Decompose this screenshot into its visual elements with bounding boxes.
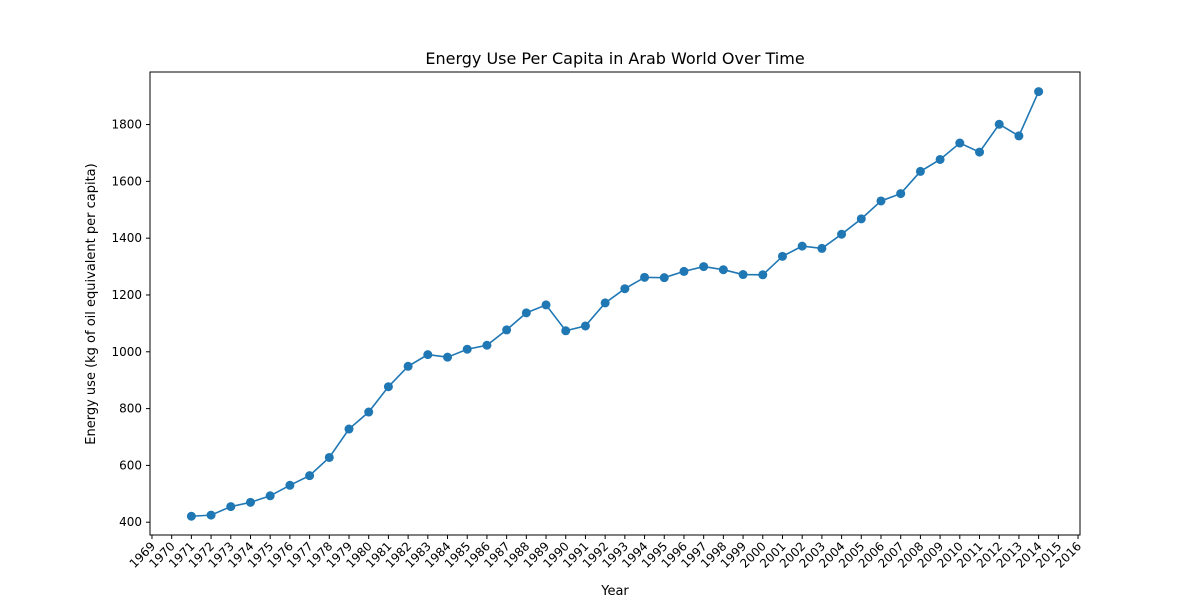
- data-point: [837, 229, 847, 239]
- data-point: [324, 452, 334, 462]
- data-point: [186, 511, 196, 521]
- data-point: [600, 298, 610, 308]
- data-point: [245, 497, 255, 507]
- data-point: [817, 243, 827, 253]
- chart-title: Energy Use Per Capita in Arab World Over…: [425, 49, 804, 68]
- data-point: [521, 308, 531, 318]
- x-axis-title: Year: [600, 584, 629, 599]
- data-point: [305, 471, 315, 481]
- data-point: [679, 266, 689, 276]
- y-tick-label: 600: [119, 458, 142, 472]
- data-point: [777, 251, 787, 261]
- y-tick-label: 1800: [111, 118, 142, 132]
- data-point: [561, 326, 571, 336]
- data-point: [226, 502, 236, 512]
- y-tick-label: 400: [119, 515, 142, 529]
- data-point: [915, 166, 925, 176]
- data-point: [738, 270, 748, 280]
- data-point: [975, 147, 985, 157]
- data-point: [206, 510, 216, 520]
- data-point: [502, 325, 512, 335]
- data-point: [541, 300, 551, 310]
- series-points: [186, 87, 1044, 521]
- data-point: [718, 265, 728, 275]
- y-tick-label: 1000: [111, 345, 142, 359]
- data-point: [344, 424, 354, 434]
- data-point: [423, 350, 433, 360]
- data-point: [994, 119, 1004, 129]
- data-point: [640, 272, 650, 282]
- data-point: [482, 340, 492, 350]
- y-axis-ticks: 400 600 800 1000 1200 1400 1600 1800: [111, 118, 150, 529]
- y-tick-label: 1400: [111, 231, 142, 245]
- data-point: [856, 214, 866, 224]
- data-point: [699, 262, 709, 272]
- data-point: [265, 491, 275, 501]
- data-point: [659, 273, 669, 283]
- data-point: [758, 270, 768, 280]
- y-tick-label: 1200: [111, 288, 142, 302]
- data-point: [403, 361, 413, 371]
- series-line: [191, 91, 1040, 518]
- data-point: [285, 480, 295, 490]
- data-point: [620, 284, 630, 294]
- data-point: [1014, 131, 1024, 141]
- data-point: [797, 241, 807, 251]
- data-point: [364, 407, 374, 417]
- plot-area-frame: [149, 71, 1081, 536]
- data-point: [443, 352, 453, 362]
- data-point: [383, 382, 393, 392]
- y-tick-label: 1600: [111, 174, 142, 188]
- data-point: [876, 196, 886, 206]
- data-point: [896, 189, 906, 199]
- data-point: [935, 154, 945, 164]
- data-point: [462, 344, 472, 354]
- data-point: [1034, 87, 1044, 97]
- y-axis-title: Energy use (kg of oil equivalent per cap…: [84, 163, 99, 444]
- x-axis-ticks: 1969197019711972197319741975197619771978…: [127, 535, 1084, 571]
- data-point: [955, 138, 965, 148]
- data-point: [580, 321, 590, 331]
- y-tick-label: 800: [119, 402, 142, 416]
